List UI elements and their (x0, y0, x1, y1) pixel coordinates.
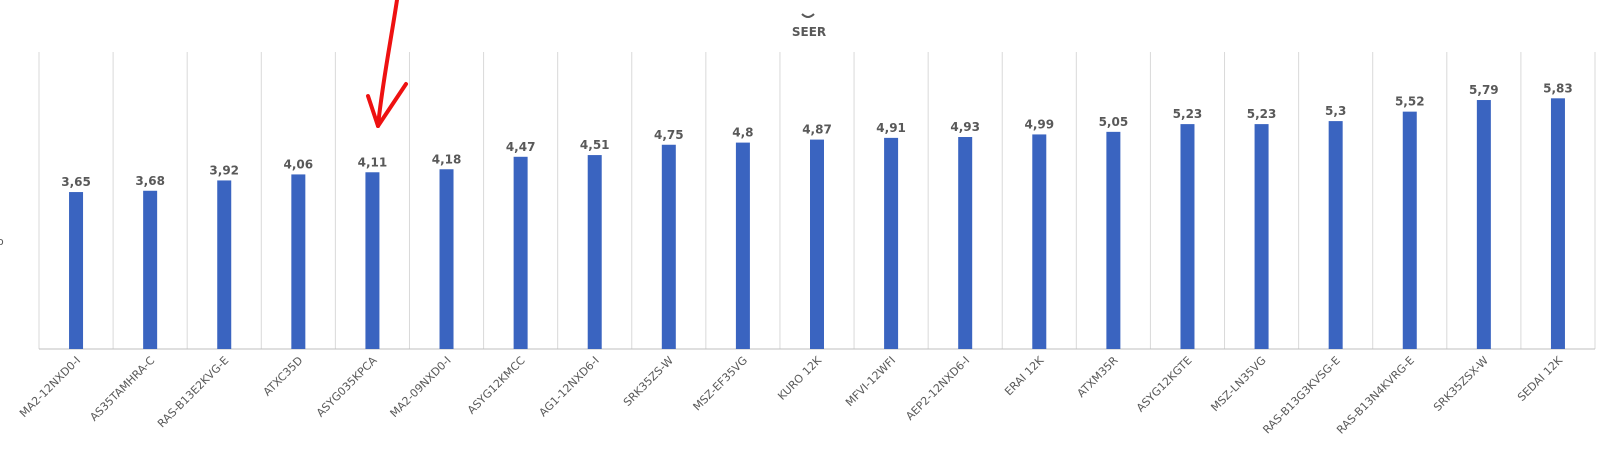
bar (735, 142, 750, 349)
data-label: 3,92 (209, 163, 239, 177)
category-tick-label: ASYG12KGTE (1134, 354, 1195, 415)
category-tick-label: MSZ-EF35VG (691, 354, 750, 413)
category-tick-label: MA2-12NXD0-I (17, 354, 83, 420)
data-label: 5,83 (1543, 81, 1573, 95)
data-label: 4,8 (732, 126, 753, 140)
title-fragment-mark (801, 13, 815, 18)
red-arrow-shaft (376, 0, 399, 128)
bars (69, 98, 1565, 349)
data-label: 3,68 (135, 174, 165, 188)
category-tick-label: ASYG035KPCA (314, 354, 380, 420)
data-label: 4,99 (1024, 117, 1054, 131)
bar (143, 190, 158, 349)
category-tick-label: RAS-B13G3KVSG-E (1260, 354, 1342, 436)
bar (1254, 124, 1269, 349)
bar (661, 144, 676, 349)
bar (365, 172, 380, 349)
bar (810, 139, 824, 349)
category-tick-label: AEP2-12NXD6-I (903, 354, 972, 423)
data-label: 4,47 (506, 140, 536, 154)
category-tick-label: SRK35ZSX-W (1431, 354, 1491, 414)
edge-glyph-bottom-center: o (803, 460, 810, 464)
data-label: 4,11 (358, 155, 388, 169)
bar (291, 174, 306, 349)
category-tick-label: SRK35ZS-W (621, 354, 676, 409)
data-label: 4,91 (876, 121, 906, 135)
annotation-arrow (366, 0, 408, 128)
bar (587, 155, 602, 349)
category-tick-label: MSZ-LN35VG (1208, 354, 1268, 414)
data-label: 5,52 (1395, 95, 1425, 109)
data-label: 5,3 (1325, 104, 1346, 118)
bar (69, 192, 84, 349)
category-tick-label: AG1-12NXD6-I (537, 354, 602, 419)
bar (1476, 100, 1491, 349)
bar (1180, 124, 1195, 349)
bar (884, 137, 899, 349)
data-label: 4,75 (654, 128, 684, 142)
red-arrow-head (366, 82, 408, 128)
chart-title: SEER (792, 25, 826, 39)
data-label: 5,05 (1099, 115, 1129, 129)
category-tick-label: MFVI-12WFI (843, 354, 898, 409)
data-label: 4,06 (284, 157, 314, 171)
category-tick-label: RAS-B13E2KVG-E (155, 354, 231, 430)
data-label: 3,65 (61, 175, 91, 189)
bar (217, 180, 232, 349)
bar (958, 137, 973, 349)
data-label: 4,51 (580, 138, 610, 152)
category-tick-label: ASYG12KMCC (465, 354, 528, 417)
data-label: 4,93 (950, 120, 980, 134)
category-tick-label: ERAI 12K (1002, 353, 1047, 398)
category-tick-label: ATXM35R (1074, 354, 1120, 400)
category-tick-label: AS35TAMHRA-C (87, 354, 157, 424)
bar (513, 156, 528, 349)
data-label: 4,18 (432, 152, 462, 166)
data-labels: 3,65 3,68 3,92 4,06 4,11 4,18 4,47 4,51 4,75 4,8 4… (61, 81, 1573, 189)
bar (1032, 134, 1047, 349)
data-label: 5,79 (1469, 83, 1499, 97)
edge-glyph-left-mid: o (0, 235, 4, 248)
data-label: 5,23 (1173, 107, 1203, 121)
category-tick-label: RAS-B13N4KVRG-E (1334, 354, 1417, 437)
bar (1550, 98, 1565, 349)
category-tick-label: MA2-09NXD0-I (388, 354, 454, 420)
bar (1402, 111, 1417, 349)
category-tick-label: SEDAI 12K (1515, 353, 1566, 404)
bar (439, 169, 454, 349)
data-label: 4,87 (802, 123, 832, 137)
category-tick-label: ATXC35D (261, 354, 306, 399)
data-label: 5,23 (1247, 107, 1277, 121)
bar (1328, 121, 1343, 349)
bar (1106, 131, 1121, 349)
category-tick-label: KURO 12K (775, 353, 824, 402)
